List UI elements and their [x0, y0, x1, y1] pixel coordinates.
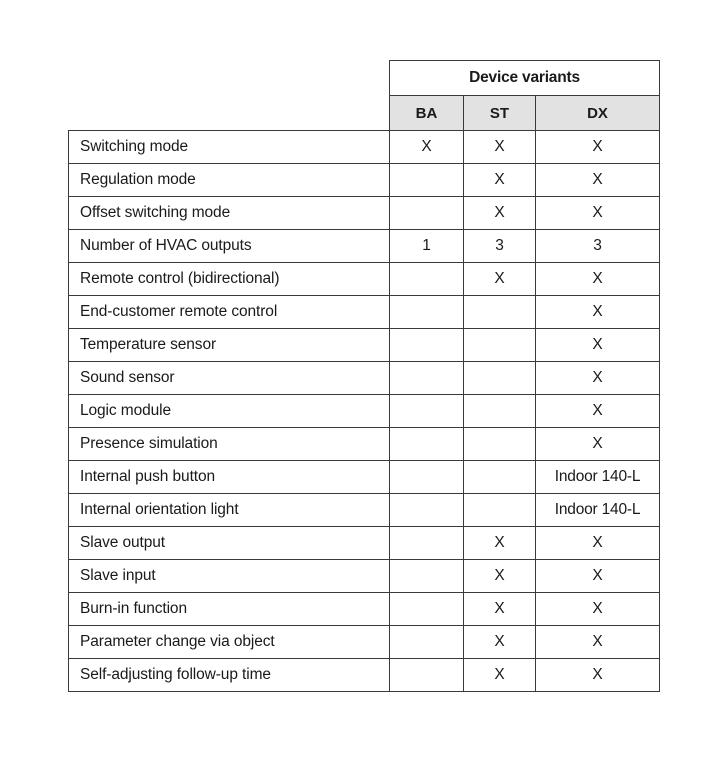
feature-label: Burn-in function [68, 592, 390, 626]
cell-st: X [463, 658, 536, 692]
table-body: Switching mode X X X Regulation mode X X… [68, 130, 661, 692]
cell-ba [389, 361, 464, 395]
feature-label: Regulation mode [68, 163, 390, 197]
cell-st: X [463, 196, 536, 230]
feature-label: Parameter change via object [68, 625, 390, 659]
cell-ba [389, 559, 464, 593]
feature-label: Self-adjusting follow-up time [68, 658, 390, 692]
cell-st: X [463, 526, 536, 560]
table-row: Internal orientation light Indoor 140-L [68, 493, 661, 527]
cell-st [463, 493, 536, 527]
feature-label: Switching mode [68, 130, 390, 164]
cell-dx: X [534, 262, 661, 296]
table-row: Presence simulation X [68, 427, 661, 461]
cell-dx: X [534, 295, 661, 329]
feature-label: Internal orientation light [68, 493, 390, 527]
cell-st: 3 [463, 229, 536, 263]
feature-label: End-customer remote control [68, 295, 390, 329]
device-variants-table-container: Device variants BA ST DX Switching mode … [68, 60, 661, 692]
cell-st [463, 328, 536, 362]
header-spacer-cell [69, 61, 390, 96]
cell-dx: X [534, 559, 661, 593]
cell-dx: Indoor 140-L [534, 460, 661, 494]
cell-ba [389, 394, 464, 428]
cell-ba [389, 163, 464, 197]
cell-ba [389, 196, 464, 230]
feature-label: Number of HVAC outputs [68, 229, 390, 263]
feature-label: Offset switching mode [68, 196, 390, 230]
column-header-row: BA ST DX [69, 95, 661, 131]
table-row: Slave input X X [68, 559, 661, 593]
cell-st: X [463, 559, 536, 593]
table-row: Remote control (bidirectional) X X [68, 262, 661, 296]
cell-ba [389, 427, 464, 461]
cell-st: X [463, 262, 536, 296]
cell-st: X [463, 130, 536, 164]
cell-st [463, 295, 536, 329]
table-row: Parameter change via object X X [68, 625, 661, 659]
cell-st [463, 361, 536, 395]
cell-dx: X [534, 328, 661, 362]
cell-dx: X [534, 658, 661, 692]
cell-st [463, 394, 536, 428]
cell-ba [389, 460, 464, 494]
table-row: Number of HVAC outputs 1 3 3 [68, 229, 661, 263]
table-row: Internal push button Indoor 140-L [68, 460, 661, 494]
cell-ba [389, 658, 464, 692]
cell-st [463, 427, 536, 461]
cell-dx: X [534, 163, 661, 197]
table-row: Self-adjusting follow-up time X X [68, 658, 661, 692]
table-header: Device variants BA ST DX [69, 60, 661, 131]
cell-dx: X [534, 592, 661, 626]
cell-dx: X [534, 427, 661, 461]
table-row: Logic module X [68, 394, 661, 428]
group-header-row: Device variants [69, 60, 661, 96]
cell-dx: X [534, 394, 661, 428]
cell-st: X [463, 592, 536, 626]
cell-ba: X [389, 130, 464, 164]
cell-ba [389, 526, 464, 560]
cell-ba [389, 328, 464, 362]
column-header-spacer-cell [69, 96, 390, 131]
column-header-ba: BA [389, 95, 464, 131]
cell-ba [389, 295, 464, 329]
table-row: Burn-in function X X [68, 592, 661, 626]
feature-label: Internal push button [68, 460, 390, 494]
cell-dx: 3 [534, 229, 661, 263]
cell-ba [389, 493, 464, 527]
table-row: Temperature sensor X [68, 328, 661, 362]
device-variants-table: Device variants BA ST DX Switching mode … [68, 60, 661, 692]
feature-label: Temperature sensor [68, 328, 390, 362]
cell-ba: 1 [389, 229, 464, 263]
cell-dx: X [534, 625, 661, 659]
cell-st: X [463, 163, 536, 197]
feature-label: Slave input [68, 559, 390, 593]
cell-ba [389, 262, 464, 296]
cell-dx: Indoor 140-L [534, 493, 661, 527]
cell-ba [389, 592, 464, 626]
table-row: End-customer remote control X [68, 295, 661, 329]
cell-dx: X [534, 526, 661, 560]
table-row: Sound sensor X [68, 361, 661, 395]
column-header-st: ST [463, 95, 536, 131]
cell-dx: X [534, 196, 661, 230]
feature-label: Presence simulation [68, 427, 390, 461]
table-row: Offset switching mode X X [68, 196, 661, 230]
cell-ba [389, 625, 464, 659]
table-row: Slave output X X [68, 526, 661, 560]
cell-dx: X [534, 361, 661, 395]
table-row: Regulation mode X X [68, 163, 661, 197]
cell-st [463, 460, 536, 494]
feature-label: Sound sensor [68, 361, 390, 395]
cell-st: X [463, 625, 536, 659]
feature-label: Slave output [68, 526, 390, 560]
column-header-dx: DX [534, 95, 661, 131]
cell-dx: X [534, 130, 661, 164]
feature-label: Remote control (bidirectional) [68, 262, 390, 296]
feature-label: Logic module [68, 394, 390, 428]
group-header-device-variants: Device variants [388, 60, 661, 96]
table-row: Switching mode X X X [68, 130, 661, 164]
